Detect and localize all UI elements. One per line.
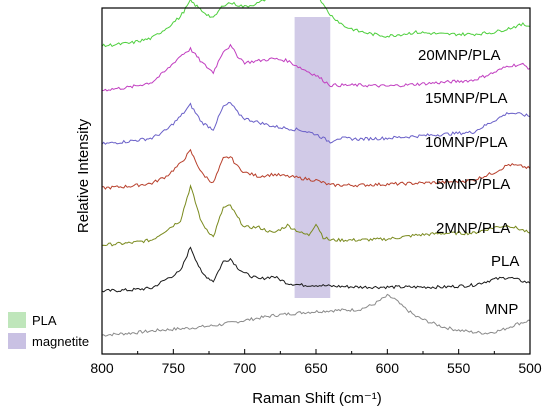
y-axis-title: Relative Intensity	[75, 118, 92, 233]
series-lines	[101, 0, 531, 337]
label-2mnp-pla: 2MNP/PLA	[436, 220, 510, 237]
label-mnp: MNP	[485, 301, 518, 318]
x-tick-label-750: 750	[162, 360, 186, 376]
series-line-20mnp-pla	[101, 0, 531, 48]
series-line-pla	[101, 246, 531, 293]
label-20mnp-pla: 20MNP/PLA	[418, 47, 501, 64]
legend: PLA magnetite	[8, 312, 89, 349]
x-tick-label-700: 700	[233, 360, 257, 376]
series-line-2mnp-pla	[101, 183, 531, 247]
x-axis-title: Raman Shift (cm⁻¹)	[252, 390, 382, 407]
x-tick-label-650: 650	[304, 360, 328, 376]
x-tick-label-500: 500	[518, 360, 542, 376]
legend-swatch-magnetite	[8, 333, 26, 349]
legend-swatch-pla	[8, 312, 26, 328]
magnetite-band	[294, 17, 331, 298]
x-tick-label-550: 550	[447, 360, 471, 376]
series-line-mnp	[101, 293, 531, 337]
x-tick-label-800: 800	[90, 360, 114, 376]
label-10mnp-pla: 10MNP/PLA	[425, 134, 508, 151]
x-ticks: 800 750 700 650 600 550 500	[90, 349, 542, 376]
series-line-15mnp-pla	[101, 43, 531, 92]
legend-label-magnetite: magnetite	[32, 334, 89, 349]
series-line-5mnp-pla	[101, 148, 531, 190]
label-pla: PLA	[491, 253, 519, 270]
x-tick-label-600: 600	[376, 360, 400, 376]
label-5mnp-pla: 5MNP/PLA	[436, 176, 510, 193]
legend-label-pla: PLA	[32, 313, 57, 328]
label-15mnp-pla: 15MNP/PLA	[425, 90, 508, 107]
series-line-10mnp-pla	[101, 101, 531, 145]
